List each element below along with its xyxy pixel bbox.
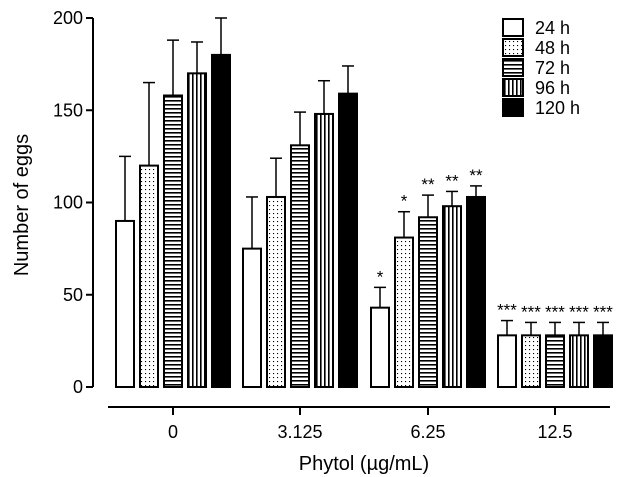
significance-label: *** (497, 301, 517, 320)
x-tick-label: 6.25 (410, 422, 445, 442)
y-tick-label: 200 (53, 8, 83, 28)
bar (116, 221, 134, 387)
legend-label: 96 h (535, 78, 570, 98)
bar (467, 197, 485, 387)
legend-swatch (503, 79, 523, 96)
legend-swatch (503, 99, 523, 116)
x-axis-title: Phytol (µg/mL) (299, 453, 429, 475)
bar (140, 166, 158, 387)
significance-label: * (377, 267, 384, 286)
legend-label: 48 h (535, 38, 570, 58)
legend-label: 24 h (535, 18, 570, 38)
bar (570, 335, 588, 387)
legend-swatch (503, 19, 523, 36)
significance-label: ** (421, 175, 435, 194)
bar (315, 114, 333, 387)
y-axis-title: Number of eggs (11, 134, 33, 276)
legend-label: 120 h (535, 98, 580, 118)
significance-label: *** (569, 302, 589, 321)
legend-label: 72 h (535, 58, 570, 78)
y-tick-label: 100 (53, 193, 83, 213)
bar (443, 206, 461, 387)
bar (371, 308, 389, 387)
y-tick-label: 50 (63, 285, 83, 305)
bar (291, 145, 309, 387)
bar (339, 94, 357, 387)
significance-label: ** (469, 166, 483, 185)
bar (395, 238, 413, 387)
significance-label: ** (445, 171, 459, 190)
x-tick-label: 0 (168, 422, 178, 442)
bar (188, 73, 206, 387)
significance-label: *** (521, 302, 541, 321)
bar (594, 335, 612, 387)
x-tick-label: 3.125 (277, 422, 322, 442)
y-tick-label: 150 (53, 100, 83, 120)
y-tick-label: 0 (73, 377, 83, 397)
bar (267, 197, 285, 387)
legend-swatch (503, 59, 523, 76)
bar (546, 335, 564, 387)
x-tick-label: 12.5 (537, 422, 572, 442)
bar (498, 335, 516, 387)
legend-swatch (503, 39, 523, 56)
significance-label: *** (593, 302, 613, 321)
bar (419, 217, 437, 387)
significance-label: * (401, 192, 408, 211)
bar (212, 55, 230, 387)
bar (522, 335, 540, 387)
bar (164, 95, 182, 387)
bar (243, 249, 261, 387)
significance-label: *** (545, 302, 565, 321)
